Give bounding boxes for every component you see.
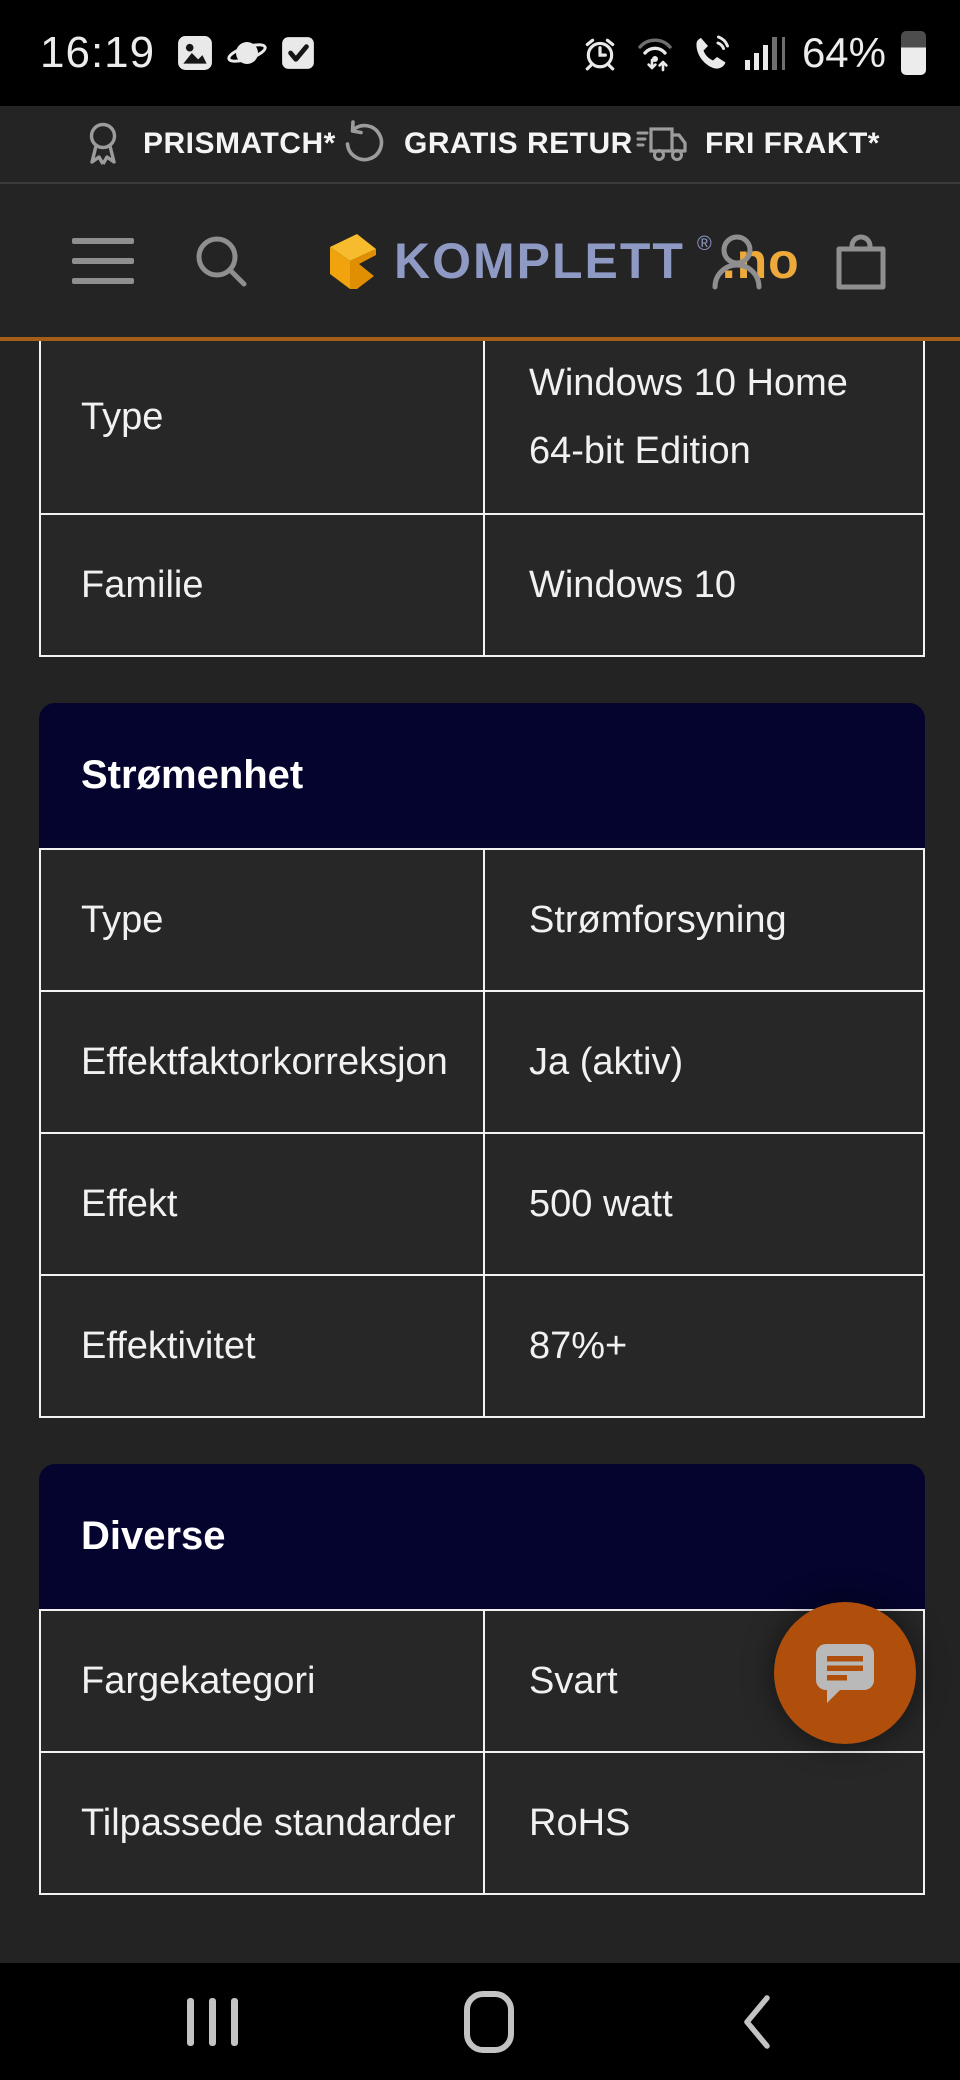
wifi-call-icon <box>692 34 730 72</box>
status-bar: 16:19 64% <box>0 0 960 106</box>
logo-brand-text: KOMPLETT <box>394 232 685 289</box>
spec-value: RoHS <box>483 1753 923 1893</box>
spec-section: Type Windows 10 Home 64-bit Edition Famili… <box>39 341 925 657</box>
spec-row: Type Strømforsyning <box>41 850 923 990</box>
spec-label: Effekt <box>81 1183 178 1225</box>
komplett-logo-mark-icon <box>322 231 384 291</box>
profile-icon[interactable] <box>708 231 766 291</box>
signal-bars-icon <box>744 34 787 72</box>
alarm-icon <box>582 35 618 71</box>
spec-row: Effektfaktorkorreksjon Ja (aktiv) <box>41 990 923 1132</box>
chat-bubble-icon <box>812 1641 878 1705</box>
status-bar-right: 64% <box>582 29 926 77</box>
spec-row: Effekt 500 watt <box>41 1132 923 1274</box>
spec-label: Effektfaktorkorreksjon <box>81 1041 448 1083</box>
spec-section: Strømenhet Type Strømforsyning Effektfaktor… <box>39 703 925 1418</box>
spec-label: Familie <box>81 564 204 606</box>
clock-text: 16:19 <box>40 28 156 77</box>
spec-row: Effektivitet 87%+ <box>41 1274 923 1416</box>
spec-value: Ja (aktiv) <box>483 992 923 1132</box>
spec-row: Familie Windows 10 <box>41 513 923 655</box>
spec-value: 500 watt <box>483 1134 923 1274</box>
gallery-icon <box>177 35 213 71</box>
site-header: KOMPLETT ® .no <box>0 184 960 341</box>
logo-registered-mark: ® <box>696 233 712 255</box>
promo-item-prismatch[interactable]: PRISMATCH* <box>80 120 336 168</box>
spec-value: 87%+ <box>483 1276 923 1416</box>
spec-row: Type Windows 10 Home 64-bit Edition <box>41 341 923 513</box>
spec-row: Tilpassede standarder RoHS <box>41 1751 923 1893</box>
recents-icon[interactable] <box>186 1997 238 2046</box>
spec-label: Effektivitet <box>81 1325 256 1367</box>
spec-value: Windows 10 <box>483 515 923 655</box>
battery-percent-text: 64% <box>801 29 886 76</box>
section-title: Diverse <box>39 1464 925 1609</box>
spec-value: Windows 10 Home 64-bit Edition <box>483 341 923 513</box>
promo-bar: PRISMATCH* GRATIS RETUR FRI FRAKT* <box>0 106 960 184</box>
shopping-bag-icon[interactable] <box>834 231 888 291</box>
spec-value: Strømforsyning <box>483 850 923 990</box>
back-icon[interactable] <box>740 1993 774 2051</box>
battery-icon <box>901 31 926 75</box>
truck-icon <box>636 121 688 167</box>
promo-label: PRISMATCH* <box>143 127 336 160</box>
spec-label: Type <box>81 396 164 438</box>
return-arrow-icon <box>339 120 387 168</box>
spec-row: Fargekategori Svart <box>41 1611 923 1751</box>
check-icon <box>281 35 315 71</box>
spec-sections: Type Windows 10 Home 64-bit Edition Famili… <box>0 341 960 1895</box>
section-title: Strømenhet <box>39 703 925 848</box>
spec-value: Svart <box>483 1611 923 1751</box>
status-bar-left: 16:19 <box>40 28 315 78</box>
wifi-updown-icon <box>633 34 677 72</box>
chat-fab-button[interactable] <box>774 1602 916 1744</box>
navigation-bar <box>0 1963 960 2080</box>
spec-label: Fargekategori <box>81 1660 316 1702</box>
promo-label: GRATIS RETUR <box>404 127 633 160</box>
search-icon[interactable] <box>192 232 250 290</box>
promo-label: FRI FRAKT* <box>705 127 880 160</box>
promo-item-gratis-retur[interactable]: GRATIS RETUR <box>339 120 633 168</box>
promo-item-fri-frakt[interactable]: FRI FRAKT* <box>636 121 880 167</box>
spec-label: Type <box>81 899 164 941</box>
spec-table: Type Strømforsyning Effektfaktorkorreksjon… <box>39 848 925 1418</box>
award-ribbon-icon <box>80 120 126 168</box>
home-icon[interactable] <box>463 1990 514 2053</box>
spec-label: Tilpassede standarder <box>81 1802 456 1844</box>
menu-icon[interactable] <box>72 237 134 284</box>
spec-table: Type Windows 10 Home 64-bit Edition Famili… <box>39 341 925 657</box>
browser-planet-icon <box>227 35 267 71</box>
